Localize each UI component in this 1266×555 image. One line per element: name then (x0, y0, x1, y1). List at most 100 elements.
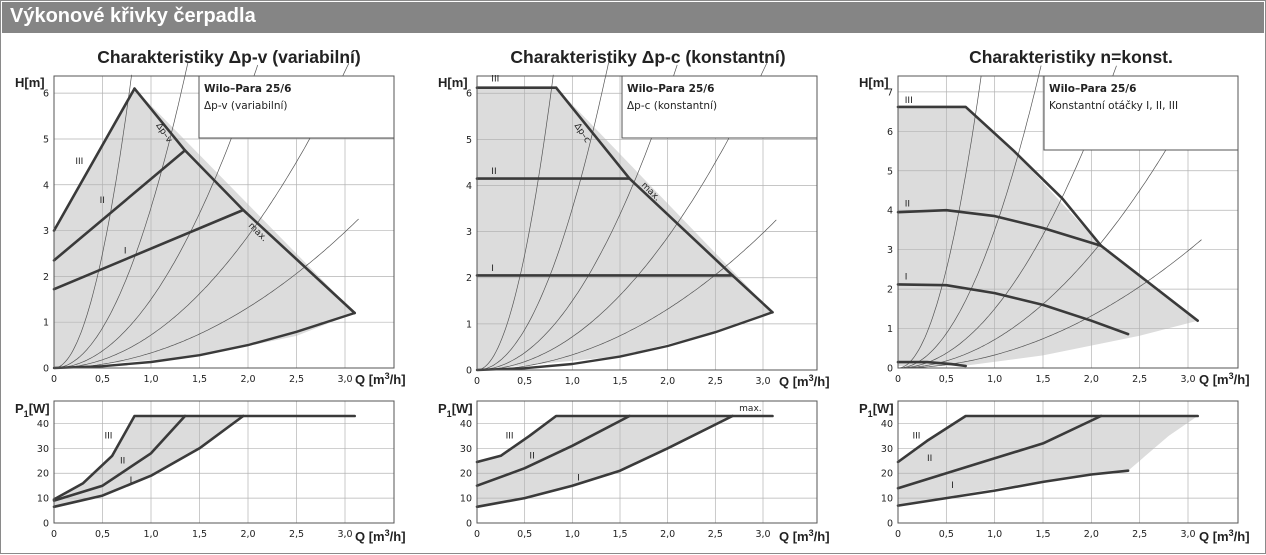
power-y-tick-label: 10 (460, 494, 472, 505)
power-y-tick-label: 0 (43, 519, 49, 530)
head-y-tick-label: 4 (887, 206, 893, 217)
head-x-tick-label: 1,0 (565, 376, 580, 387)
head-y-tick-label: 6 (43, 89, 49, 100)
head-y-axis-label: H[m] (15, 75, 45, 90)
head-x-tick-label: 3,0 (1180, 374, 1195, 385)
head-y-tick-label: 2 (43, 272, 49, 283)
power-plot-frame (53, 400, 395, 524)
power-series-iii (52, 414, 357, 501)
head-y-tick-label: 2 (466, 273, 472, 284)
head-y-tick-label: 3 (466, 227, 472, 238)
power-x-tick-label: 1,5 (612, 529, 627, 540)
system-curve (476, 74, 554, 371)
system-curve (898, 65, 1117, 369)
head-y-tick-label: 1 (466, 319, 472, 330)
head-series-max (133, 87, 357, 315)
head-x-tick-label: 0 (895, 374, 901, 385)
power-x-tick-label: 2,5 (708, 529, 723, 540)
head-x-tick-label: 3,0 (337, 374, 352, 385)
x-label-sup: 3 (809, 528, 814, 538)
chart-3: Charakteristiky n=konst. Wilo–Para 25/6 Ko… (859, 47, 1250, 544)
x-label-suffix: /h] (814, 529, 830, 544)
power-operating-area (477, 416, 733, 507)
head-x-tick-label: 2,0 (1084, 374, 1099, 385)
head-y-tick-label: 3 (887, 245, 893, 256)
head-x-axis-label: Q [m3/h] (779, 373, 830, 389)
power-y-label-sub: 1 (24, 409, 29, 419)
power-y-tick-label: 30 (460, 444, 472, 455)
power-y-axis-label: P1[W] (859, 401, 894, 419)
x-label-suffix: /h] (1234, 529, 1250, 544)
head-x-tick-label: 1,5 (192, 374, 207, 385)
x-label-prefix: Q [m (355, 529, 385, 544)
head-y-tick-label: 4 (43, 180, 49, 191)
legend-model: Wilo–Para 25/6 (204, 83, 291, 95)
power-x-tick-label: 3,0 (1180, 529, 1195, 540)
system-curve (477, 64, 678, 371)
power-y-label-sub: 1 (447, 409, 452, 419)
head-series-max (554, 86, 774, 314)
x-label-sup: 3 (385, 371, 390, 381)
head-y-tick-label: 1 (887, 324, 893, 335)
head-curve-label: III (905, 96, 913, 106)
power-series-i (475, 414, 734, 509)
x-label-sup: 3 (1229, 528, 1234, 538)
head-curve-label: I (124, 246, 127, 256)
head-y-tick-label: 2 (887, 285, 893, 296)
page-title: Výkonové křivky čerpadla (10, 5, 256, 27)
power-y-tick-label: 20 (881, 469, 893, 480)
power-x-tick-label: 2,0 (240, 529, 255, 540)
power-x-tick-label: 1,0 (143, 529, 158, 540)
head-x-tick-label: 0,5 (517, 376, 532, 387)
legend-mode: Δp-c (konstantní) (627, 100, 717, 112)
power-x-tick-label: 0 (895, 529, 901, 540)
head-y-tick-label: 6 (466, 89, 472, 100)
head-y-axis-label: H[m] (438, 75, 468, 90)
power-x-tick-label: 0 (51, 529, 57, 540)
power-y-tick-label: 30 (37, 444, 49, 455)
head-y-tick-label: 6 (887, 127, 893, 138)
chart-title: Charakteristiky n=konst. (969, 47, 1173, 67)
power-y-tick-label: 40 (460, 419, 472, 430)
head-y-tick-label: 5 (43, 134, 49, 145)
power-grid (477, 401, 817, 523)
chart-1: Charakteristiky Δp-v (variabilní) Wilo–Pa… (15, 47, 406, 544)
power-x-tick-label: 1,5 (192, 529, 207, 540)
chart-title: Charakteristiky Δp-c (konstantní) (510, 47, 785, 67)
system-curve (477, 62, 768, 371)
x-label-sup: 3 (809, 373, 814, 383)
head-y-tick-label: 7 (887, 87, 893, 98)
head-chart: Wilo–Para 25/6 Δp-v (variabilní) 0 0,5 1,0 1,… (15, 62, 406, 387)
head-x-tick-label: 2,0 (240, 374, 255, 385)
system-curves (476, 62, 777, 371)
x-label-suffix: /h] (814, 374, 830, 389)
head-curve-label: II (100, 196, 105, 206)
power-curve-label: II (927, 454, 932, 464)
head-x-tick-label: 3,0 (755, 376, 770, 387)
power-x-tick-label: 3,0 (337, 529, 352, 540)
legend-model: Wilo–Para 25/6 (1049, 83, 1136, 95)
head-operating-area (477, 87, 773, 370)
power-y-label-main: P (15, 401, 24, 416)
power-x-tick-label: 1,0 (987, 529, 1002, 540)
system-curve (476, 62, 609, 371)
x-label-sup: 3 (1229, 371, 1234, 381)
x-label-suffix: /h] (1234, 372, 1250, 387)
chart-title: Charakteristiky Δp-v (variabilní) (97, 47, 361, 67)
power-y-axis-label: P1[W] (438, 401, 473, 419)
head-curve-label: II (905, 199, 910, 209)
head-series-iii (52, 87, 136, 232)
x-label-sup: 3 (385, 528, 390, 538)
head-curve-label: II (491, 167, 496, 177)
head-x-tick-label: 2,5 (289, 374, 304, 385)
power-plot-frame (897, 400, 1239, 524)
x-label-prefix: Q [m (1199, 529, 1229, 544)
head-x-tick-label: 1,5 (612, 376, 627, 387)
power-y-label-sub: 1 (868, 409, 873, 419)
power-y-tick-label: 0 (466, 519, 472, 530)
head-y-tick-label: 0 (43, 364, 49, 375)
legend-box (621, 75, 818, 139)
x-label-suffix: /h] (390, 529, 406, 544)
